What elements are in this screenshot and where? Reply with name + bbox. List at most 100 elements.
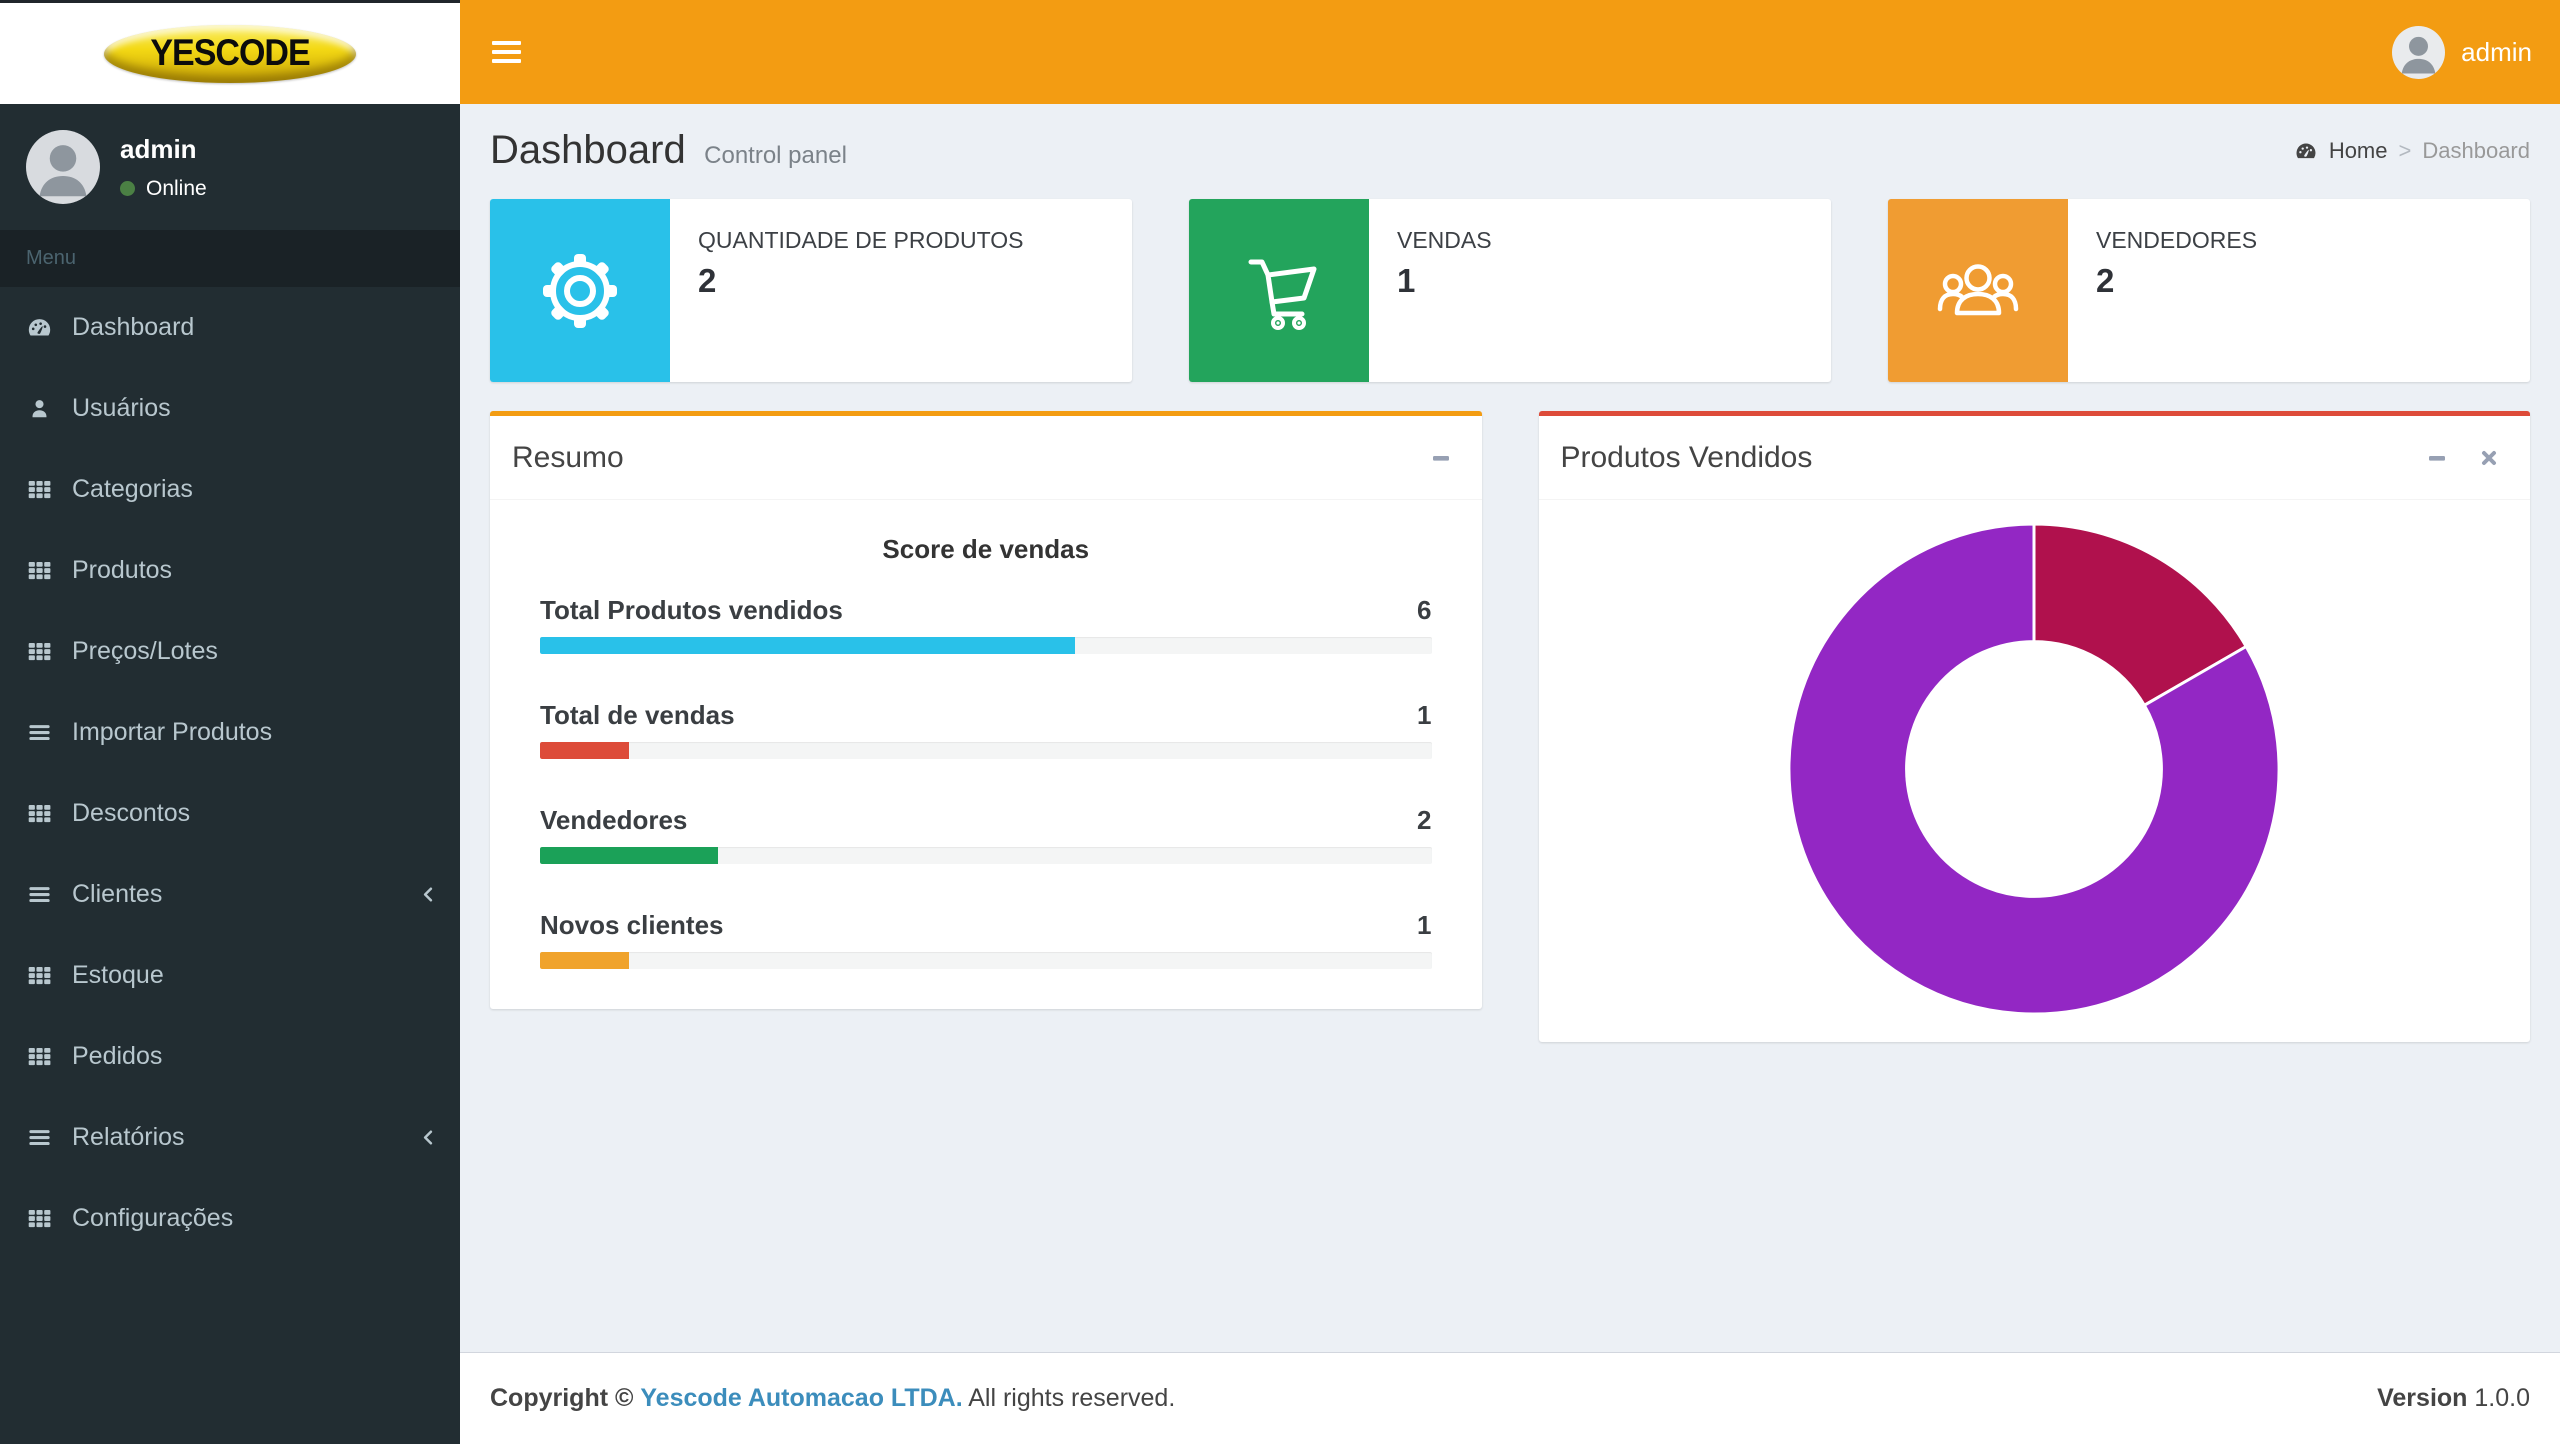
hamburger-icon	[492, 41, 521, 45]
sidebar: admin Online Menu Dashboard Usuários Cat…	[0, 104, 460, 1444]
sidebar-username: admin	[120, 133, 197, 164]
user-status[interactable]: Online	[120, 177, 207, 201]
sidebar-toggle-button[interactable]	[490, 35, 523, 69]
progress-label: Total de vendas	[540, 700, 735, 730]
sidebar-item-clientes[interactable]: Clientes	[0, 854, 460, 935]
collapse-button[interactable]	[2426, 447, 2448, 469]
progress-label: Novos clientes	[540, 910, 724, 940]
sidebar-item-dashboard[interactable]: Dashboard	[0, 287, 460, 368]
sidebar-item-relatorios[interactable]: Relatórios	[0, 1097, 460, 1178]
top-navbar: admin	[460, 0, 2560, 104]
online-status-label: Online	[146, 176, 207, 200]
breadcrumb: Home > Dashboard	[2294, 138, 2530, 164]
bars-icon	[26, 1124, 53, 1151]
chevron-left-icon	[417, 883, 440, 906]
progress-bar	[540, 847, 719, 864]
progress-track	[540, 637, 1432, 654]
gear-icon	[490, 199, 670, 382]
sidebar-item-precos-lotes[interactable]: Preços/Lotes	[0, 611, 460, 692]
bars-icon	[26, 881, 53, 908]
breadcrumb-current: Dashboard	[2422, 137, 2530, 163]
info-box-vendas: VENDAS 1	[1189, 199, 1831, 382]
people-icon	[1888, 199, 2068, 382]
content: Dashboard Control panel Home > Dashboard	[460, 104, 2560, 1352]
navbar-user-menu[interactable]: admin	[2392, 25, 2532, 79]
tachometer-icon	[2294, 139, 2318, 163]
grid-icon	[26, 638, 53, 665]
close-button[interactable]	[2478, 447, 2500, 469]
user-icon	[26, 395, 53, 422]
sidebar-item-estoque[interactable]: Estoque	[0, 935, 460, 1016]
grid-icon	[26, 557, 53, 584]
footer-version: Version 1.0.0	[2377, 1384, 2530, 1412]
info-box-value: 2	[2096, 262, 2115, 299]
progress-bar	[540, 742, 630, 759]
progress-value: 1	[1417, 700, 1432, 730]
progress-group-produtos-vendidos: Total Produtos vendidos 6	[540, 595, 1432, 654]
brand-logo-area[interactable]: YESCODE	[0, 0, 460, 104]
progress-track	[540, 847, 1432, 864]
grid-icon	[26, 1043, 53, 1070]
progress-value: 6	[1417, 595, 1432, 625]
grid-icon	[26, 476, 53, 503]
sidebar-menu: Dashboard Usuários Categorias Produtos P…	[0, 287, 460, 1259]
grid-icon	[26, 800, 53, 827]
logo-text: YESCODE	[150, 32, 310, 74]
breadcrumb-home-link[interactable]: Home	[2328, 137, 2388, 163]
grid-icon	[26, 1205, 53, 1232]
sidebar-user-panel: admin Online	[0, 104, 460, 230]
progress-value: 2	[1417, 805, 1432, 835]
bars-icon	[26, 719, 53, 746]
score-title: Score de vendas	[882, 534, 1090, 564]
footer-copyright: Copyright © Yescode Automacao LTDA. All …	[490, 1384, 1176, 1412]
sidebar-section-header: Menu	[0, 230, 460, 287]
progress-track	[540, 742, 1432, 759]
breadcrumb-separator: >	[2398, 137, 2412, 163]
online-status-dot	[120, 181, 135, 196]
progress-group-vendedores: Vendedores 2	[540, 805, 1432, 864]
footer: Copyright © Yescode Automacao LTDA. All …	[460, 1352, 2560, 1444]
panel-title: Resumo	[512, 441, 624, 474]
sidebar-item-descontos[interactable]: Descontos	[0, 773, 460, 854]
info-box-row: QUANTIDADE DE PRODUTOS 2 VENDAS 1	[490, 199, 2530, 382]
collapse-button[interactable]	[1430, 447, 1452, 469]
grid-icon	[26, 962, 53, 989]
progress-label: Total Produtos vendidos	[540, 595, 843, 625]
resumo-panel: Resumo Score de vendas Total Produtos ve…	[490, 411, 1482, 1009]
sidebar-item-importar-produtos[interactable]: Importar Produtos	[0, 692, 460, 773]
progress-bar	[540, 952, 630, 969]
progress-group-total-vendas: Total de vendas 1	[540, 700, 1432, 759]
yescode-logo: YESCODE	[104, 24, 356, 83]
avatar	[26, 130, 100, 204]
resumo-panel-header: Resumo	[490, 416, 1482, 500]
content-header: Dashboard Control panel Home > Dashboard	[490, 104, 2530, 173]
navbar-username: admin	[2461, 36, 2532, 67]
info-box-label: VENDAS	[1397, 227, 1492, 253]
page-title: Dashboard	[490, 128, 686, 172]
produtos-vendidos-panel: Produtos Vendidos	[1538, 411, 2531, 1042]
sidebar-item-pedidos[interactable]: Pedidos	[0, 1016, 460, 1097]
progress-bar	[540, 637, 1075, 654]
sidebar-item-usuarios[interactable]: Usuários	[0, 368, 460, 449]
chart-panel-header: Produtos Vendidos	[1538, 416, 2530, 500]
progress-value: 1	[1417, 910, 1432, 940]
chart-panel-body	[1539, 500, 2531, 1042]
progress-group-novos-clientes: Novos clientes 1	[540, 910, 1432, 969]
info-box-label: VENDEDORES	[2096, 227, 2258, 253]
tachometer-icon	[26, 314, 53, 341]
info-box-value: 2	[698, 262, 717, 299]
page-subtitle: Control panel	[704, 142, 847, 169]
sidebar-item-categorias[interactable]: Categorias	[0, 449, 460, 530]
sidebar-item-configuracoes[interactable]: Configurações	[0, 1178, 460, 1259]
info-box-vendedores: VENDEDORES 2	[1888, 199, 2530, 382]
progress-track	[540, 952, 1432, 969]
resumo-panel-body: Score de vendas Total Produtos vendidos …	[490, 500, 1482, 1009]
company-link[interactable]: Yescode Automacao LTDA.	[640, 1384, 963, 1412]
doughnut-chart	[1787, 522, 2281, 1016]
panel-title: Produtos Vendidos	[1560, 441, 1813, 474]
info-box-quantidade-produtos: QUANTIDADE DE PRODUTOS 2	[490, 199, 1132, 382]
progress-label: Vendedores	[540, 805, 688, 835]
sidebar-item-produtos[interactable]: Produtos	[0, 530, 460, 611]
panel-row: Resumo Score de vendas Total Produtos ve…	[490, 411, 2530, 1042]
